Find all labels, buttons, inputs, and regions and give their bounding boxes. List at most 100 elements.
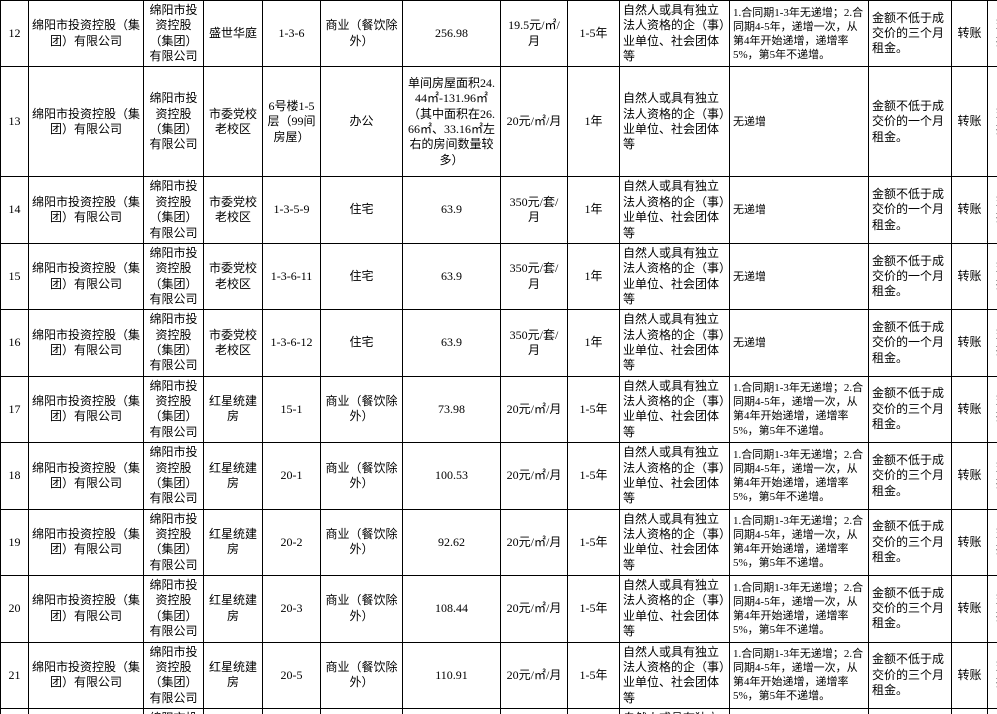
cell-owner: 绵阳市投资控股（集团）有限公司 [28,176,144,244]
cell-index: 18 [0,442,29,510]
cell-agency: 绵阳市投资控股（集团）有限公司 [143,0,204,68]
cell-owner: 绵阳市投资控股（集团）有限公司 [28,66,144,178]
cell-signup: 现场报名 [987,0,997,68]
cell-payment: 转账 [951,641,988,709]
cell-term: 1-5年 [567,575,620,643]
table-row[interactable]: 17 绵阳市投资控股（集团）有限公司 绵阳市投资控股（集团）有限公司 红星统建房 15-… [0,375,997,444]
cell-owner: 绵阳市投资控股（集团）有限公司 [28,309,144,377]
cell-area: 110.91 [402,641,501,709]
cell-owner: 绵阳市投资控股（集团）有限公司 [28,442,144,510]
cell-estate: 市委党校老校区 [203,176,263,244]
cell-term: 1-5年 [567,375,620,444]
cell-term: 1年 [567,309,620,377]
cell-target: 自然人或具有独立法人资格的企（事）业单位、社会团体等 [619,641,730,709]
table-row[interactable]: 22绵阳市投资控股（集团）有限公司绵阳市投资控股（集团）有限公司红星统建房20-… [0,707,997,714]
cell-usage: 住宅 [320,309,403,377]
cell-area: 63.9 [402,242,501,311]
cell-escalation: 1.合同期1-3年无递增；2.合同期4-5年，递增一次，从第4年开始递增，递增率… [729,508,869,577]
cell-owner: 绵阳市投资控股（集团）有限公司 [28,242,144,311]
cell-estate: 红星统建房 [203,641,263,709]
cell-unit: 15-1 [262,375,321,444]
table-row[interactable]: 12 绵阳市投资控股（集团）有限公司 绵阳市投资控股（集团）有限公司 盛世华庭 1-3-… [0,0,997,68]
cell-payment: 转账 [951,309,988,377]
cell-signup: 现场报名 [987,66,997,178]
cell-index: 22 [0,707,29,714]
cell-owner: 绵阳市投资控股（集团）有限公司 [28,508,144,577]
cell-payment: 转账 [951,176,988,244]
cell-agency: 绵阳市投资控股（集团）有限公司 [143,641,204,709]
cell-target: 自然人或具有独立法人资格的企（事）业单位、社会团体等 [619,176,730,244]
cell-target: 自然人或具有独立法人资格的企（事）业单位、社会团体等 [619,707,730,714]
cell-agency: 绵阳市投资控股（集团）有限公司 [143,707,204,714]
cell-deposit: 金额不低于成交价的一个月租金。 [868,242,952,311]
table-row[interactable]: 20 绵阳市投资控股（集团）有限公司 绵阳市投资控股（集团）有限公司 红星统建房 20-… [0,575,997,643]
cell-unit: 20-6 [262,707,321,714]
table-row[interactable]: 18 绵阳市投资控股（集团）有限公司 绵阳市投资控股（集团）有限公司 红星统建房 20-… [0,442,997,510]
cell-agency: 绵阳市投资控股（集团）有限公司 [143,375,204,444]
cell-deposit: 金额不低于成交价的三个月租金。 [868,707,952,714]
cell-signup: 现场报名 [987,575,997,643]
cell-usage: 商业（餐饮除外） [320,575,403,643]
cell-signup: 现场报名 [987,309,997,377]
cell-area: 73.98 [402,375,501,444]
cell-deposit: 金额不低于成交价的三个月租金。 [868,575,952,643]
cell-target: 自然人或具有独立法人资格的企（事）业单位、社会团体等 [619,508,730,577]
cell-price: 20元/㎡/月 [500,66,568,178]
cell-usage: 商业（餐饮除外） [320,0,403,68]
cell-unit: 1-3-6-11 [262,242,321,311]
cell-agency: 绵阳市投资控股（集团）有限公司 [143,242,204,311]
cell-area: 63.9 [402,309,501,377]
table-row[interactable]: 21 绵阳市投资控股（集团）有限公司 绵阳市投资控股（集团）有限公司 红星统建房 20-… [0,641,997,709]
cell-area: 63.9 [402,176,501,244]
cell-area: 256.98 [402,0,501,68]
cell-escalation: 无递增 [729,66,869,178]
cell-agency: 绵阳市投资控股（集团）有限公司 [143,575,204,643]
cell-price: 20元/㎡/月 [500,707,568,714]
cell-escalation: 1.合同期1-3年无递增；2.合同期4-5年，递增一次，从第4年开始递增，递增率… [729,375,869,444]
cell-area: 100.53 [402,442,501,510]
cell-term: 1-5年 [567,442,620,510]
cell-term: 1年 [567,242,620,311]
cell-area: 100.53 [402,707,501,714]
cell-price: 20元/㎡/月 [500,442,568,510]
cell-payment: 转账 [951,575,988,643]
table-row[interactable]: 16 绵阳市投资控股（集团）有限公司 绵阳市投资控股（集团）有限公司 市委党校老校区 1… [0,309,997,377]
cell-term: 1-5年 [567,508,620,577]
cell-payment: 转账 [951,508,988,577]
cell-escalation: 无递增 [729,309,869,377]
cell-term: 1-5年 [567,0,620,68]
cell-index: 15 [0,242,29,311]
cell-price: 350元/套/月 [500,242,568,311]
cell-target: 自然人或具有独立法人资格的企（事）业单位、社会团体等 [619,309,730,377]
cell-estate: 红星统建房 [203,575,263,643]
cell-index: 16 [0,309,29,377]
cell-signup: 现场报名 [987,176,997,244]
cell-index: 14 [0,176,29,244]
cell-usage: 商业（餐饮除外） [320,707,403,714]
cell-deposit: 金额不低于成交价的三个月租金。 [868,442,952,510]
cell-escalation: 1.合同期1-3年无递增；2.合同期4-5年，递增一次，从第4年开始递增，递增率… [729,641,869,709]
cell-escalation: 1.合同期1-3年无递增；2.合同期4-5年，递增一次，从第4年开始递增，递增率… [729,575,869,643]
cell-payment: 转账 [951,707,988,714]
cell-unit: 20-3 [262,575,321,643]
table-row[interactable]: 19 绵阳市投资控股（集团）有限公司 绵阳市投资控股（集团）有限公司 红星统建房 20-… [0,508,997,577]
cell-index: 13 [0,66,29,178]
table-row[interactable]: 15 绵阳市投资控股（集团）有限公司 绵阳市投资控股（集团）有限公司 市委党校老校区 1… [0,242,997,311]
cell-signup: 现场报名 [987,641,997,709]
table-row[interactable]: 13 绵阳市投资控股（集团）有限公司 绵阳市投资控股（集团）有限公司 市委党校老校区 6… [0,66,997,178]
cell-price: 350元/套/月 [500,309,568,377]
cell-owner: 绵阳市投资控股（集团）有限公司 [28,375,144,444]
cell-index: 21 [0,641,29,709]
cell-signup: 现场报名 [987,508,997,577]
table-row[interactable]: 14 绵阳市投资控股（集团）有限公司 绵阳市投资控股（集团）有限公司 市委党校老校区 1… [0,176,997,244]
cell-estate: 红星统建房 [203,707,263,714]
cell-unit: 1-3-6 [262,0,321,68]
cell-escalation: 1.合同期1-3年无递增；2.合同期4-5年，递增一次，从第4年开始递增，递增率… [729,0,869,68]
cell-signup: 现场报名 [987,442,997,510]
cell-target: 自然人或具有独立法人资格的企（事）业单位、社会团体等 [619,242,730,311]
cell-escalation: 1.合同期1-3年无递增；2.合同期4-5年，递增一次，从第4年开始递增，递增率… [729,442,869,510]
cell-unit: 1-3-5-9 [262,176,321,244]
cell-unit: 1-3-6-12 [262,309,321,377]
